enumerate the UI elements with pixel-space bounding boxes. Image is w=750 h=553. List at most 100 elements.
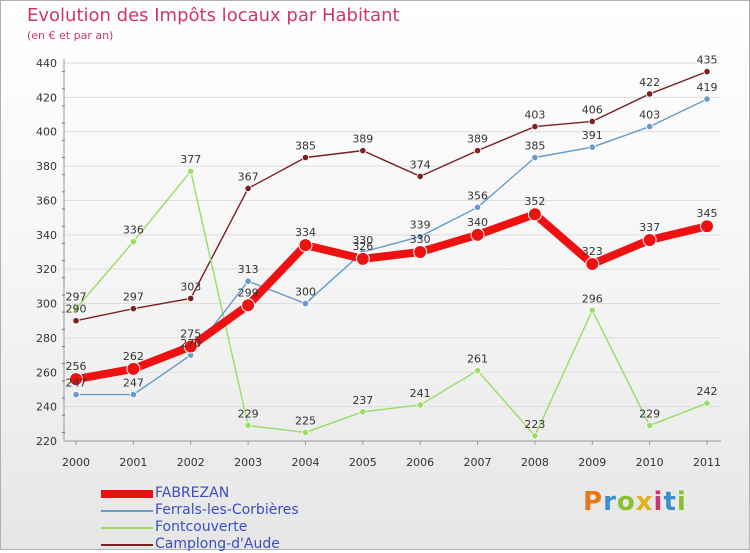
data-point-camplong-d-aude bbox=[646, 90, 654, 98]
x-tick-label: 2008 bbox=[521, 456, 549, 469]
legend-label-fontcouverte: Fontcouverte bbox=[155, 519, 248, 535]
data-point-ferrals-les-corbi-res bbox=[416, 232, 424, 241]
series-lines bbox=[69, 67, 714, 440]
data-label-fontcouverte: 261 bbox=[467, 353, 488, 366]
data-label-fabrezan: 334 bbox=[295, 226, 316, 239]
axes: 220 240 260 280 300 320 340 360 380 400 420 440 2000… bbox=[36, 57, 721, 469]
data-point-fabrezan bbox=[126, 361, 141, 376]
x-tick-label: 2005 bbox=[349, 456, 377, 469]
data-label-fontcouverte: 241 bbox=[410, 387, 431, 400]
data-point-fontcouverte bbox=[129, 238, 137, 246]
x-tick-label: 2001 bbox=[119, 456, 147, 469]
legend-swatch-ferrals bbox=[101, 509, 153, 512]
data-label-fontcouverte: 229 bbox=[639, 408, 660, 421]
data-label-ferrals-les-corbi-res: 356 bbox=[467, 189, 488, 202]
y-tick-label: 380 bbox=[36, 160, 57, 173]
y-tick-label: 420 bbox=[36, 91, 57, 104]
data-point-camplong-d-aude bbox=[129, 305, 137, 313]
data-label-camplong-d-aude: 303 bbox=[180, 280, 201, 293]
data-point-ferrals-les-corbi-res bbox=[703, 95, 711, 103]
data-label-fontcouverte: 296 bbox=[582, 292, 603, 305]
data-label-ferrals-les-corbi-res: 300 bbox=[295, 286, 316, 299]
data-label-camplong-d-aude: 290 bbox=[66, 303, 87, 316]
x-tick-label: 2000 bbox=[62, 456, 90, 469]
data-label-fontcouverte: 229 bbox=[238, 408, 259, 421]
data-label-camplong-d-aude: 389 bbox=[467, 133, 488, 146]
data-point-fontcouverte bbox=[359, 408, 367, 416]
data-label-fabrezan: 256 bbox=[66, 360, 87, 373]
data-point-camplong-d-aude bbox=[187, 294, 195, 302]
x-tick-label: 2009 bbox=[578, 456, 606, 469]
y-tick-label: 240 bbox=[36, 401, 57, 414]
data-point-ferrals-les-corbi-res bbox=[473, 203, 482, 211]
legend-label-fabrezan: FABREZAN bbox=[155, 485, 230, 501]
proxiti-logo: Proxiti bbox=[583, 487, 687, 517]
data-point-camplong-d-aude bbox=[531, 122, 539, 131]
data-point-camplong-d-aude bbox=[473, 147, 482, 155]
legend-swatch-fontcouverte bbox=[101, 526, 153, 529]
data-point-fontcouverte bbox=[416, 401, 424, 409]
data-point-camplong-d-aude bbox=[588, 117, 596, 126]
data-point-ferrals-les-corbi-res bbox=[646, 122, 654, 131]
data-label-camplong-d-aude: 435 bbox=[697, 54, 718, 67]
data-point-ferrals-les-corbi-res bbox=[129, 391, 137, 399]
data-label-fabrezan: 345 bbox=[697, 207, 718, 220]
x-tick-label: 2006 bbox=[406, 456, 434, 469]
y-tick-label: 280 bbox=[36, 332, 57, 345]
data-label-fabrezan: 323 bbox=[582, 245, 603, 258]
data-point-fontcouverte bbox=[301, 428, 310, 437]
x-tick-label: 2003 bbox=[234, 456, 262, 469]
data-label-fabrezan: 330 bbox=[410, 233, 431, 246]
data-point-fontcouverte bbox=[187, 167, 195, 175]
data-label-camplong-d-aude: 367 bbox=[238, 170, 259, 183]
data-point-camplong-d-aude bbox=[416, 172, 424, 180]
y-tick-label: 340 bbox=[36, 229, 57, 242]
data-point-fabrezan bbox=[470, 227, 485, 242]
data-label-ferrals-les-corbi-res: 419 bbox=[697, 81, 718, 94]
data-label-fabrezan: 299 bbox=[238, 286, 259, 299]
data-point-ferrals-les-corbi-res bbox=[588, 143, 596, 151]
data-label-fontcouverte: 297 bbox=[66, 291, 87, 304]
data-point-camplong-d-aude bbox=[72, 317, 80, 325]
data-label-ferrals-les-corbi-res: 403 bbox=[639, 109, 660, 122]
data-point-fontcouverte bbox=[646, 421, 654, 430]
data-point-fabrezan bbox=[527, 207, 542, 222]
data-label-fabrezan: 262 bbox=[123, 350, 144, 363]
data-point-fabrezan bbox=[69, 372, 83, 387]
data-point-fabrezan bbox=[298, 238, 313, 253]
x-tick-label: 2007 bbox=[464, 456, 492, 469]
y-tick-label: 300 bbox=[36, 298, 57, 311]
data-label-camplong-d-aude: 385 bbox=[295, 140, 316, 153]
data-label-ferrals-les-corbi-res: 330 bbox=[352, 234, 373, 247]
data-label-camplong-d-aude: 406 bbox=[582, 103, 603, 116]
data-point-fontcouverte bbox=[531, 432, 539, 440]
data-label-ferrals-les-corbi-res: 313 bbox=[238, 263, 259, 276]
data-point-camplong-d-aude bbox=[359, 147, 367, 155]
data-label-ferrals-les-corbi-res: 247 bbox=[123, 377, 144, 390]
legend-label-camplong: Camplong-d'Aude bbox=[155, 536, 280, 552]
data-point-fontcouverte bbox=[473, 366, 482, 375]
data-label-ferrals-les-corbi-res: 339 bbox=[410, 219, 431, 232]
data-point-fabrezan bbox=[700, 219, 714, 234]
data-point-ferrals-les-corbi-res bbox=[301, 299, 310, 308]
x-tick-label: 2011 bbox=[693, 456, 721, 469]
series-line-fabrezan bbox=[72, 210, 711, 384]
y-tick-label: 260 bbox=[36, 366, 57, 379]
data-label-camplong-d-aude: 389 bbox=[352, 133, 373, 146]
data-point-camplong-d-aude bbox=[301, 153, 310, 162]
series-line-ferrals-les-corbi-res bbox=[75, 98, 708, 396]
chart-title: Evolution des Impôts locaux par Habitant bbox=[27, 5, 400, 26]
data-point-fabrezan bbox=[241, 298, 256, 313]
data-label-camplong-d-aude: 297 bbox=[123, 291, 144, 304]
data-label-camplong-d-aude: 422 bbox=[639, 76, 660, 89]
data-label-fontcouverte: 223 bbox=[524, 418, 545, 431]
data-label-fabrezan: 337 bbox=[639, 221, 660, 234]
data-label-fontcouverte: 225 bbox=[295, 414, 316, 427]
data-point-camplong-d-aude bbox=[244, 184, 252, 193]
data-point-fabrezan bbox=[413, 245, 428, 259]
data-label-ferrals-les-corbi-res: 391 bbox=[582, 129, 603, 142]
data-point-fabrezan bbox=[585, 257, 600, 272]
